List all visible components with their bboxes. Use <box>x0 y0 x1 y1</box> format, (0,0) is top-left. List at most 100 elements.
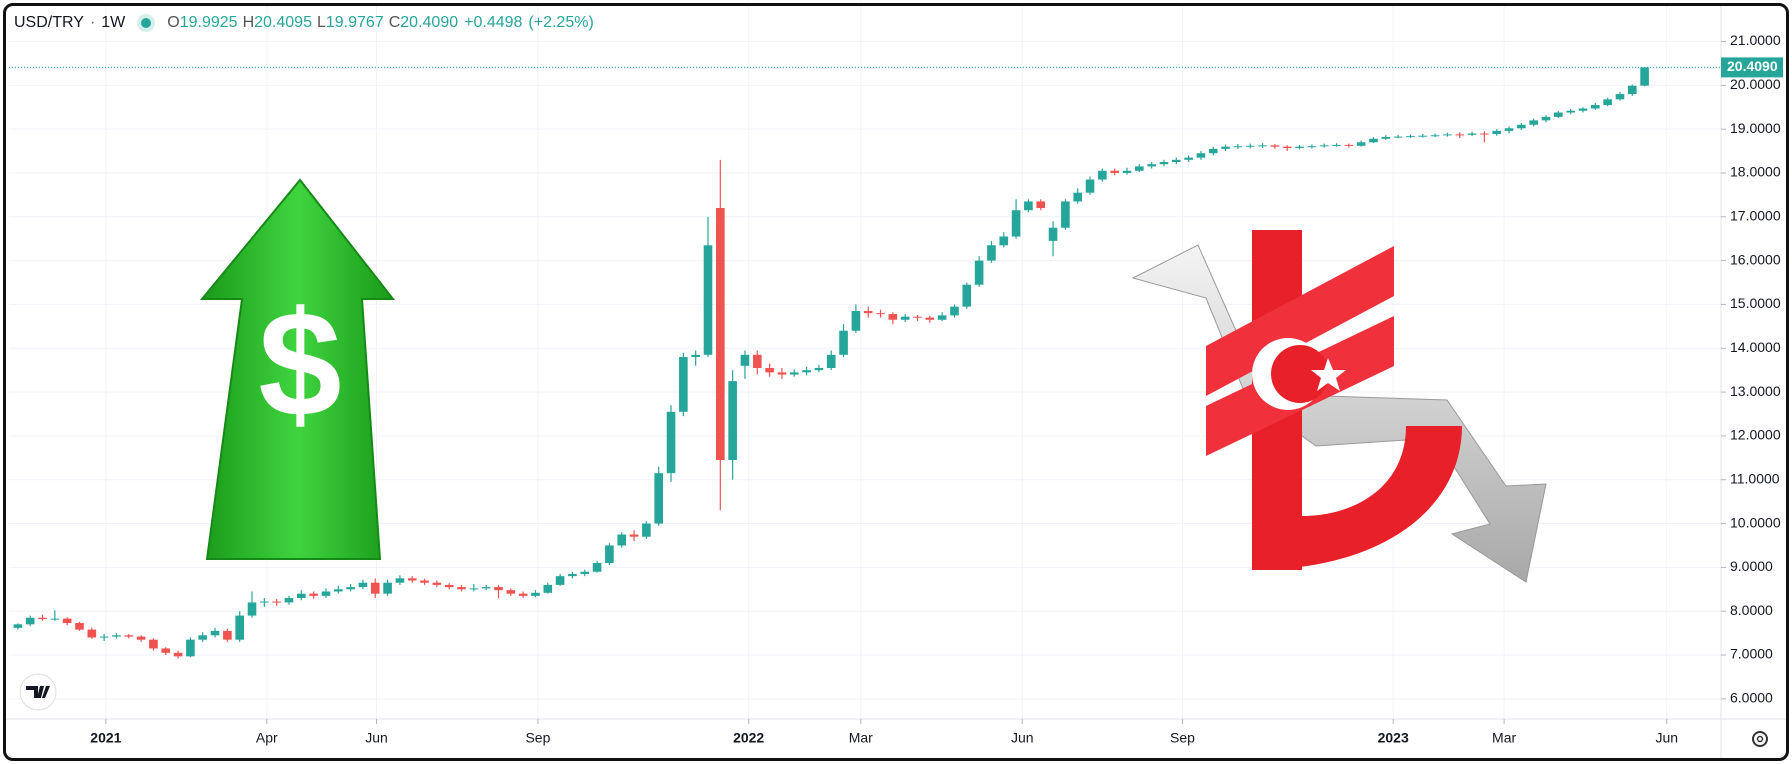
candle-body <box>1603 99 1612 106</box>
candle-body <box>494 587 503 591</box>
candle-body <box>789 372 799 375</box>
candle-body <box>1443 134 1452 136</box>
y-tick-label: 8.0000 <box>1730 602 1773 618</box>
candle-body <box>1061 201 1070 228</box>
candle-body <box>1381 137 1391 139</box>
candle-body <box>99 636 109 638</box>
candle-body <box>728 381 737 461</box>
candle-body <box>420 580 429 583</box>
x-tick-label: Jun <box>1011 730 1034 746</box>
ohlc-item: H20.4095 <box>243 14 312 32</box>
y-tick-label: 14.0000 <box>1730 339 1781 355</box>
ohlc-value: 19.9767 <box>325 14 384 31</box>
candle-body <box>1122 170 1132 173</box>
candle-body <box>1418 135 1428 137</box>
candle-body <box>1406 136 1415 138</box>
candle-body <box>1517 124 1526 129</box>
candle-body <box>210 630 220 636</box>
ohlc-key: L <box>316 14 326 31</box>
separator: · <box>89 14 96 31</box>
candle-body <box>802 370 811 373</box>
x-tick-label: 2023 <box>1378 730 1409 746</box>
candle-body <box>691 354 700 358</box>
candle-body <box>272 601 281 603</box>
candle-body <box>407 578 417 581</box>
candle-body <box>1270 145 1280 147</box>
dollar-sign: $ <box>258 280 341 448</box>
candle-body <box>112 635 121 637</box>
candle-body <box>1492 130 1502 134</box>
candle-body <box>629 534 639 537</box>
status-dot <box>141 18 152 28</box>
ohlc-key: H <box>242 14 255 31</box>
candle-body <box>38 617 47 620</box>
change-pct: (+2.25%) <box>528 14 594 31</box>
ohlc-key: O <box>167 14 180 31</box>
y-tick-label: 19.0000 <box>1730 120 1781 136</box>
candle-body <box>1541 116 1551 121</box>
candle-body <box>1356 142 1366 146</box>
x-tick-label: Sep <box>525 730 550 746</box>
tv-logo <box>19 673 57 711</box>
candle-body <box>642 523 651 537</box>
ohlc-item: C20.4090 <box>389 14 458 32</box>
ohlc-item: O19.9925 <box>167 14 237 32</box>
candle-body <box>1627 85 1637 95</box>
candle-body <box>1233 146 1243 148</box>
x-tick-label: 2022 <box>733 730 764 746</box>
candle-body <box>25 617 35 625</box>
candle-body <box>1332 144 1341 146</box>
candle-body <box>1221 146 1230 149</box>
candle-body <box>1590 105 1600 109</box>
candle-body <box>1048 227 1058 241</box>
candle-body <box>740 354 750 366</box>
candle-body <box>974 260 984 285</box>
candle-body <box>50 618 60 620</box>
candle-body <box>333 589 343 592</box>
candle-body <box>284 598 294 603</box>
y-tick-label: 6.0000 <box>1730 690 1773 706</box>
y-tick-label: 18.0000 <box>1730 164 1781 180</box>
candle-body <box>1455 134 1465 136</box>
candle-body <box>1110 170 1119 173</box>
y-tick-label: 21.0000 <box>1730 32 1781 48</box>
candle-body <box>716 208 725 461</box>
settings-icon[interactable] <box>1752 731 1768 747</box>
last-price-box <box>1721 57 1783 78</box>
candle-body <box>506 590 516 594</box>
candle-body <box>568 573 577 577</box>
candle-body <box>1196 153 1206 158</box>
x-tick-label: Mar <box>1492 730 1516 746</box>
candle-body <box>1566 110 1575 113</box>
candle-body <box>1159 162 1169 165</box>
candle-body <box>518 593 528 596</box>
ohlc-value: 19.9925 <box>179 14 238 31</box>
candle-body <box>383 582 392 594</box>
candle-body <box>617 534 627 546</box>
lira-star <box>1311 358 1346 391</box>
candle-body <box>173 652 183 657</box>
change: +0.4498 <box>464 14 523 31</box>
candle-body <box>247 602 257 616</box>
candle-body <box>1085 179 1095 193</box>
candle-body <box>1529 120 1538 125</box>
candle-body <box>358 582 368 588</box>
x-tick-label: Mar <box>849 730 873 746</box>
candle-body <box>1295 146 1304 148</box>
candle-body <box>198 635 208 640</box>
candle-body <box>321 591 331 596</box>
green-arrow <box>199 178 396 560</box>
candle-body <box>851 311 861 331</box>
candle-body <box>925 317 935 320</box>
candle-body <box>605 545 614 563</box>
ohlc-key: C <box>388 14 401 31</box>
candle-body <box>1393 136 1403 138</box>
candle-body <box>1135 166 1144 171</box>
candle-body <box>1319 145 1329 147</box>
candle-body <box>752 354 762 368</box>
candle-body <box>432 582 442 585</box>
x-tick-label: Apr <box>256 730 278 746</box>
candle-body <box>346 587 355 590</box>
candle-body <box>654 473 664 524</box>
candle-body <box>186 639 195 657</box>
